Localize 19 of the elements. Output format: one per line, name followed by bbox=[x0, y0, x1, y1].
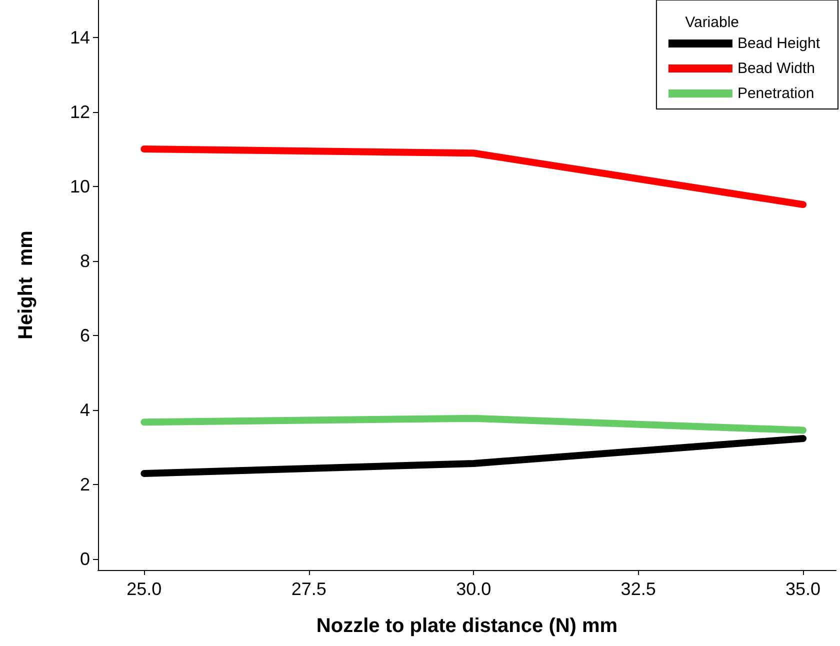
y-tick-label: 2 bbox=[80, 474, 90, 494]
x-tick-label: 35.0 bbox=[786, 579, 821, 599]
y-tick-label: 14 bbox=[70, 27, 90, 48]
y-tick-label: 12 bbox=[70, 102, 90, 122]
y-tick-label: 8 bbox=[80, 250, 90, 271]
legend-title: Variable bbox=[685, 14, 739, 31]
y-tick-label: 4 bbox=[80, 400, 90, 420]
legend-label: Penetration bbox=[737, 85, 814, 102]
x-tick-label: 30.0 bbox=[456, 579, 492, 599]
x-tick-label: 27.5 bbox=[291, 579, 326, 599]
legend-label: Bead Height bbox=[737, 35, 821, 52]
legend-label: Bead Width bbox=[737, 60, 815, 77]
x-axis-title: Nozzle to plate distance (N) mm bbox=[316, 615, 618, 637]
y-axis-title: Height mm bbox=[15, 230, 37, 340]
x-tick-label: 25.0 bbox=[126, 579, 162, 599]
y-tick-label: 6 bbox=[80, 325, 90, 346]
y-tick-label: 0 bbox=[80, 548, 90, 569]
x-tick-label: 32.5 bbox=[620, 579, 656, 599]
y-tick-label: 10 bbox=[70, 176, 90, 196]
